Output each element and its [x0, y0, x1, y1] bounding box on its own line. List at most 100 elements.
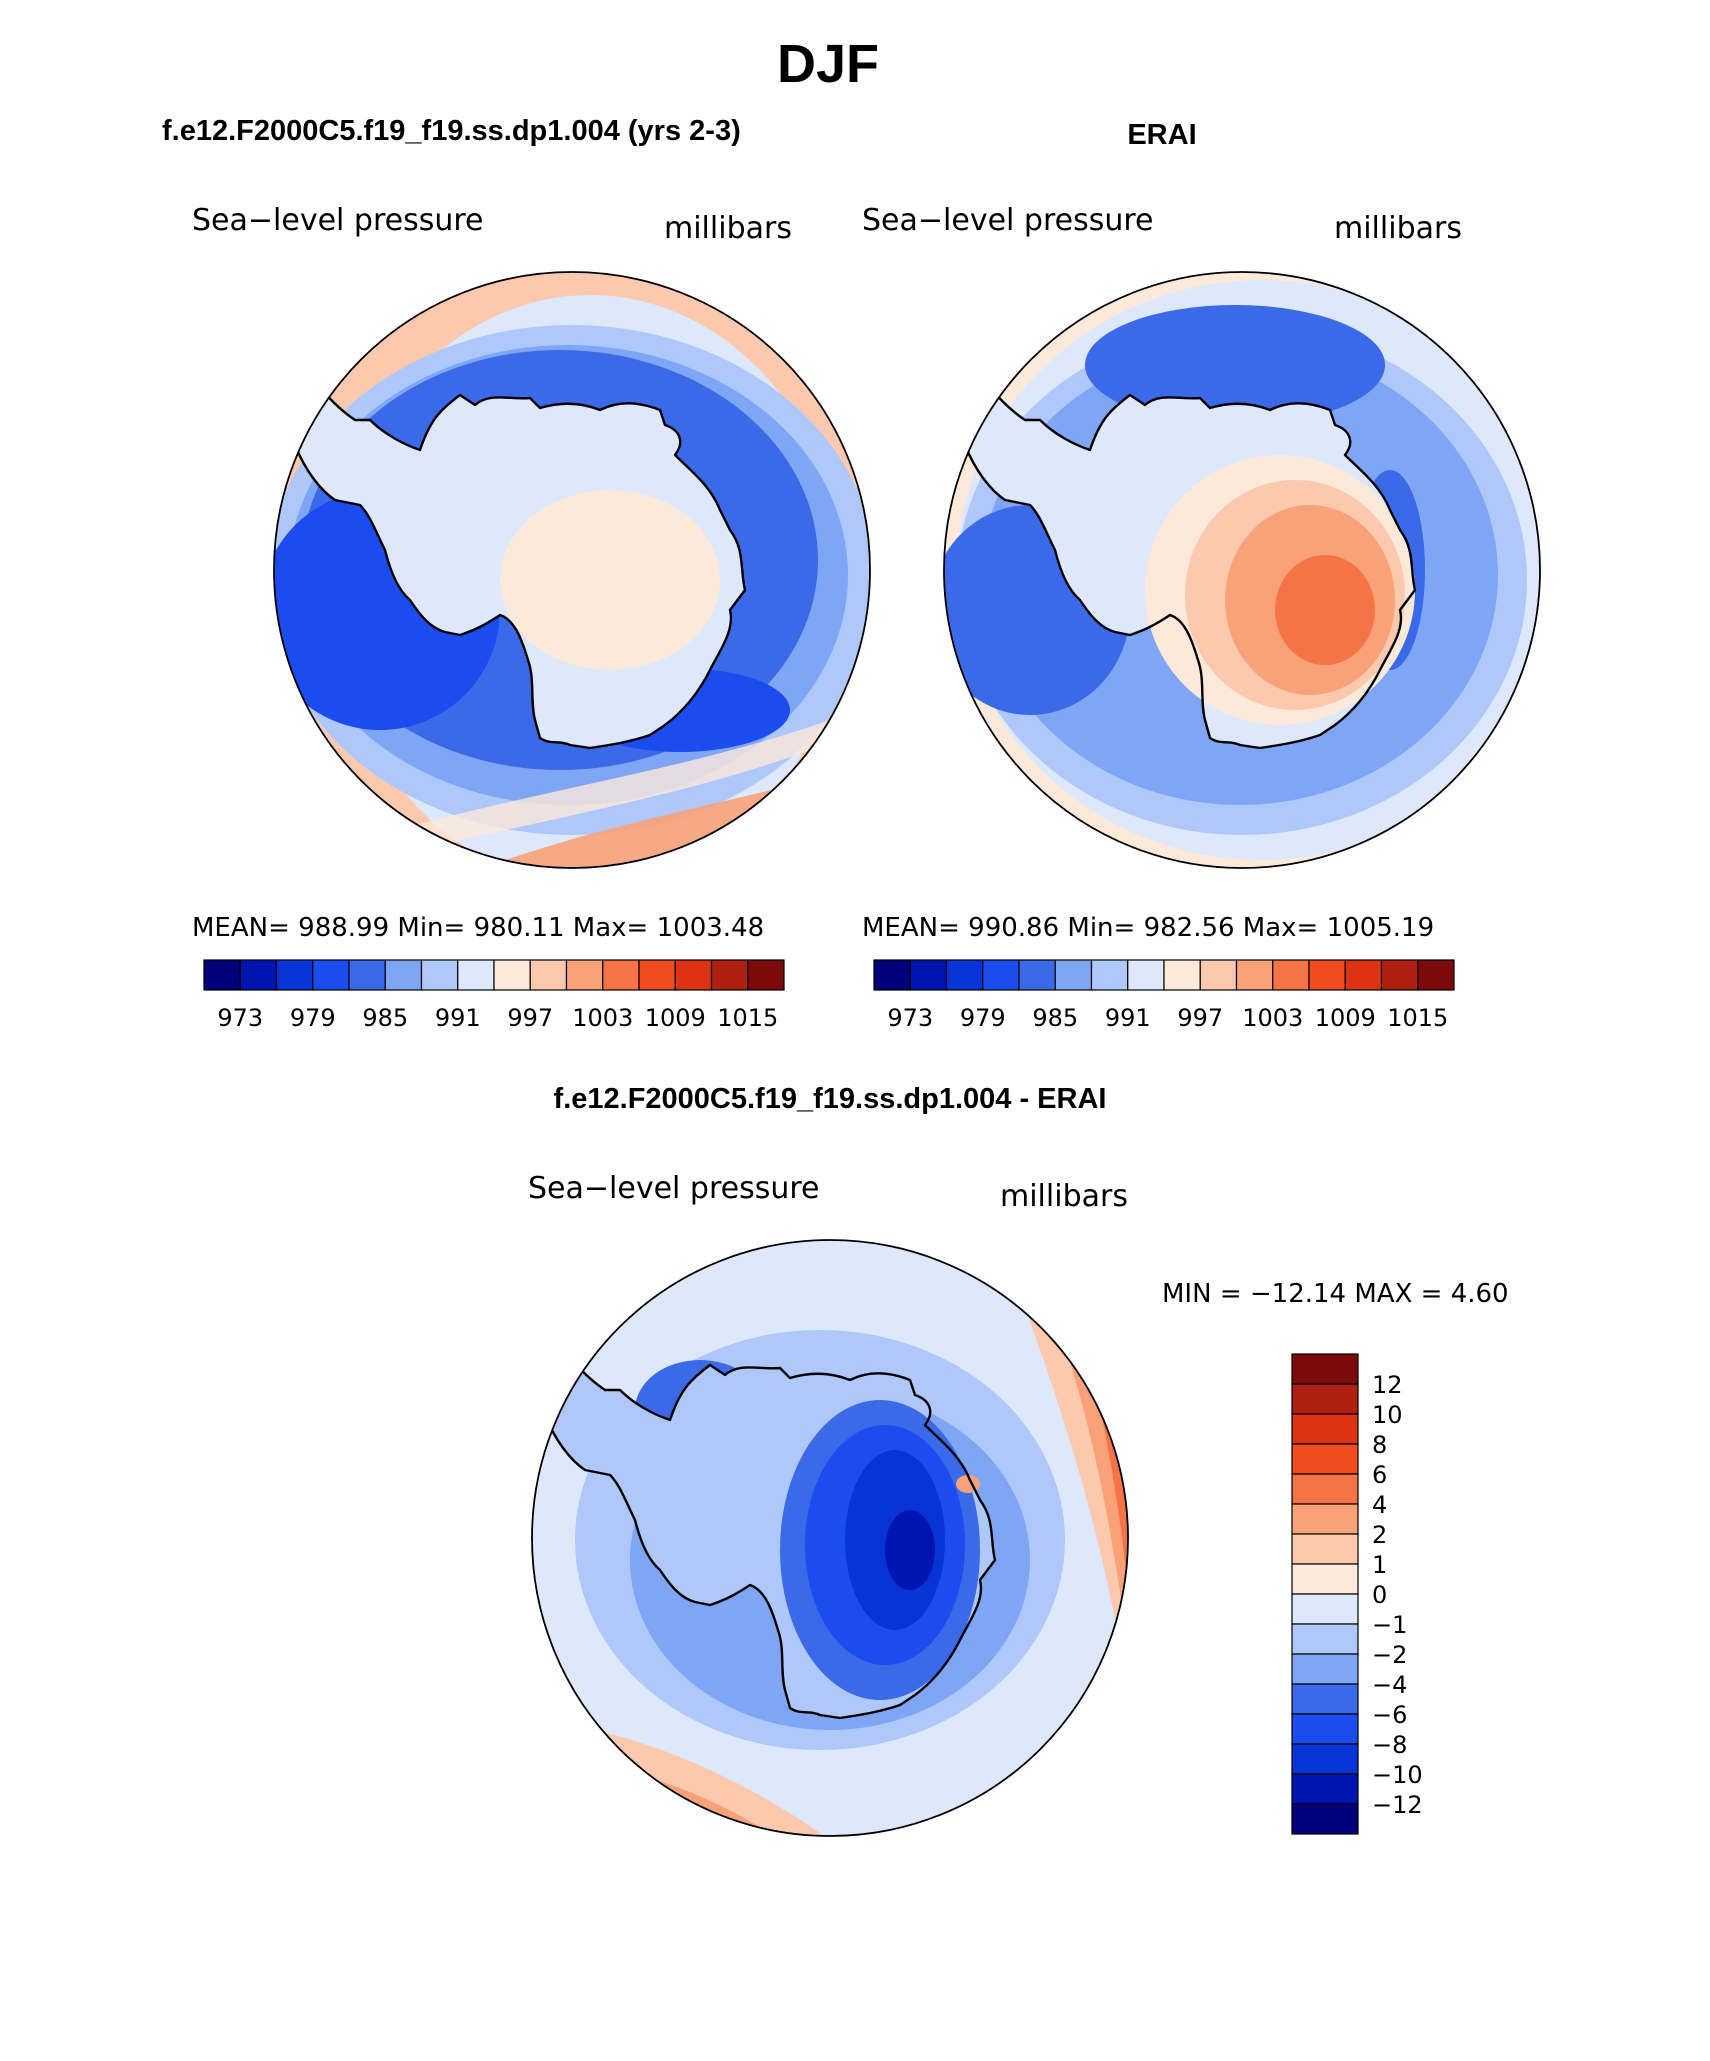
colorbar-tick-label: 973 — [217, 1004, 263, 1032]
colorbar-swatch — [1272, 959, 1310, 991]
map-boundary — [943, 271, 1541, 869]
map-boundary — [273, 271, 871, 869]
colorbar-tick-label: 1009 — [1315, 1004, 1376, 1032]
colorbar-swatch — [1291, 1533, 1359, 1565]
model-stats: MEAN= 988.99 Min= 980.11 Max= 1003.48 — [192, 913, 764, 943]
colorbar-swatch — [873, 959, 911, 991]
model-colorbar — [203, 959, 785, 991]
colorbar-swatch — [1235, 959, 1274, 991]
obs-colorbar — [873, 959, 1455, 991]
colorbar-tick-label: 991 — [1105, 1004, 1151, 1032]
colorbar-tick-label: 985 — [1032, 1004, 1078, 1032]
colorbar-tick-label: 1015 — [717, 1004, 778, 1032]
colorbar-tick-label: 1 — [1372, 1551, 1387, 1579]
diff-units-label: millibars — [1000, 1179, 1128, 1214]
colorbar-tick-label: 4 — [1372, 1491, 1387, 1519]
colorbar-swatch — [1417, 959, 1455, 991]
colorbar-swatch — [565, 959, 604, 991]
colorbar-swatch — [1054, 959, 1093, 991]
colorbar-swatch — [420, 959, 459, 991]
colorbar-tick-label: 979 — [960, 1004, 1006, 1032]
colorbar-swatch — [1199, 959, 1238, 991]
obs-case-title: ERAI — [1127, 119, 1196, 151]
colorbar-swatch — [1344, 959, 1383, 991]
colorbar-swatch — [1291, 1623, 1359, 1655]
contour-fill — [500, 490, 720, 670]
colorbar-swatch — [1380, 959, 1419, 991]
contour-fill — [1275, 555, 1375, 665]
colorbar-tick-label: −1 — [1372, 1611, 1407, 1639]
colorbar-tick-label: 12 — [1372, 1371, 1403, 1399]
colorbar-tick-label: 997 — [507, 1004, 553, 1032]
colorbar-swatch — [747, 959, 785, 991]
colorbar-swatch — [1291, 1713, 1359, 1745]
colorbar-swatch — [1291, 1413, 1359, 1445]
diff-colorbar — [1291, 1353, 1359, 1835]
model-colorbar-ticks: 973 979 985 991 997 1003 1009 1015 — [217, 1004, 778, 1032]
colorbar-tick-label: 1015 — [1387, 1004, 1448, 1032]
colorbar-swatch — [638, 959, 676, 991]
colorbar-swatch — [529, 959, 568, 991]
map-boundary — [531, 1239, 1129, 1837]
colorbar-tick-label: −4 — [1372, 1671, 1407, 1699]
diff-map-panel: Sea−level pressure millibars — [528, 1171, 1509, 1837]
colorbar-tick-label: 979 — [290, 1004, 336, 1032]
diff-stats: MIN = −12.14 MAX = 4.60 — [1162, 1279, 1509, 1309]
colorbar-swatch — [457, 959, 495, 991]
colorbar-swatch — [312, 959, 350, 991]
contour-fill — [1085, 305, 1385, 425]
obs-stats: MEAN= 990.86 Min= 982.56 Max= 1005.19 — [862, 913, 1434, 943]
colorbar-tick-label: −10 — [1372, 1761, 1423, 1789]
colorbar-swatch — [602, 959, 640, 991]
model-case-title: f.e12.F2000C5.f19_f19.ss.dp1.004 (yrs 2-… — [162, 115, 741, 147]
colorbar-tick-label: −2 — [1372, 1641, 1407, 1669]
colorbar-swatch — [674, 959, 713, 991]
colorbar-tick-label: 1003 — [572, 1004, 633, 1032]
colorbar-swatch — [493, 959, 531, 991]
colorbar-swatch — [1291, 1473, 1359, 1505]
colorbar-swatch — [203, 959, 241, 991]
colorbar-tick-label: −8 — [1372, 1731, 1407, 1759]
colorbar-swatch — [1127, 959, 1165, 991]
colorbar-tick-label: 2 — [1372, 1521, 1387, 1549]
colorbar-swatch — [275, 959, 314, 991]
colorbar-swatch — [1291, 1773, 1359, 1805]
model-units-label: millibars — [664, 211, 792, 246]
season-title: DJF — [777, 34, 879, 94]
colorbar-swatch — [1018, 959, 1056, 991]
colorbar-swatch — [1291, 1503, 1359, 1535]
colorbar-tick-label: 10 — [1372, 1401, 1403, 1429]
model-variable-label: Sea−level pressure — [192, 203, 483, 238]
colorbar-tick-label: 991 — [435, 1004, 481, 1032]
colorbar-tick-label: 8 — [1372, 1431, 1387, 1459]
colorbar-swatch — [710, 959, 749, 991]
diff-variable-label: Sea−level pressure — [528, 1171, 819, 1206]
colorbar-swatch — [1308, 959, 1346, 991]
colorbar-swatch — [1291, 1803, 1359, 1835]
colorbar-swatch — [982, 959, 1020, 991]
colorbar-swatch — [239, 959, 278, 991]
colorbar-swatch — [1163, 959, 1201, 991]
obs-colorbar-ticks: 973 979 985 991 997 1003 1009 1015 — [887, 1004, 1448, 1032]
colorbar-swatch — [1291, 1593, 1359, 1625]
colorbar-tick-label: 997 — [1177, 1004, 1223, 1032]
colorbar-tick-label: 6 — [1372, 1461, 1387, 1489]
model-map-panel: Sea−level pressure millibars MEAN= 988.9… — [192, 203, 871, 1032]
colorbar-swatch — [1291, 1683, 1359, 1715]
colorbar-tick-label: −6 — [1372, 1701, 1407, 1729]
colorbar-swatch — [348, 959, 386, 991]
obs-units-label: millibars — [1334, 211, 1462, 246]
contour-fill — [274, 760, 870, 868]
colorbar-swatch — [909, 959, 948, 991]
diff-case-title: f.e12.F2000C5.f19_f19.ss.dp1.004 - ERAI — [554, 1083, 1107, 1115]
colorbar-swatch — [1291, 1443, 1359, 1475]
colorbar-swatch — [945, 959, 984, 991]
obs-map-panel: Sea−level pressure millibars MEAN= 990.8… — [862, 203, 1541, 1032]
colorbar-swatch — [1291, 1743, 1359, 1775]
contour-fill — [885, 1510, 935, 1590]
colorbar-swatch — [1291, 1383, 1359, 1415]
obs-variable-label: Sea−level pressure — [862, 203, 1153, 238]
colorbar-tick-label: 1003 — [1242, 1004, 1303, 1032]
